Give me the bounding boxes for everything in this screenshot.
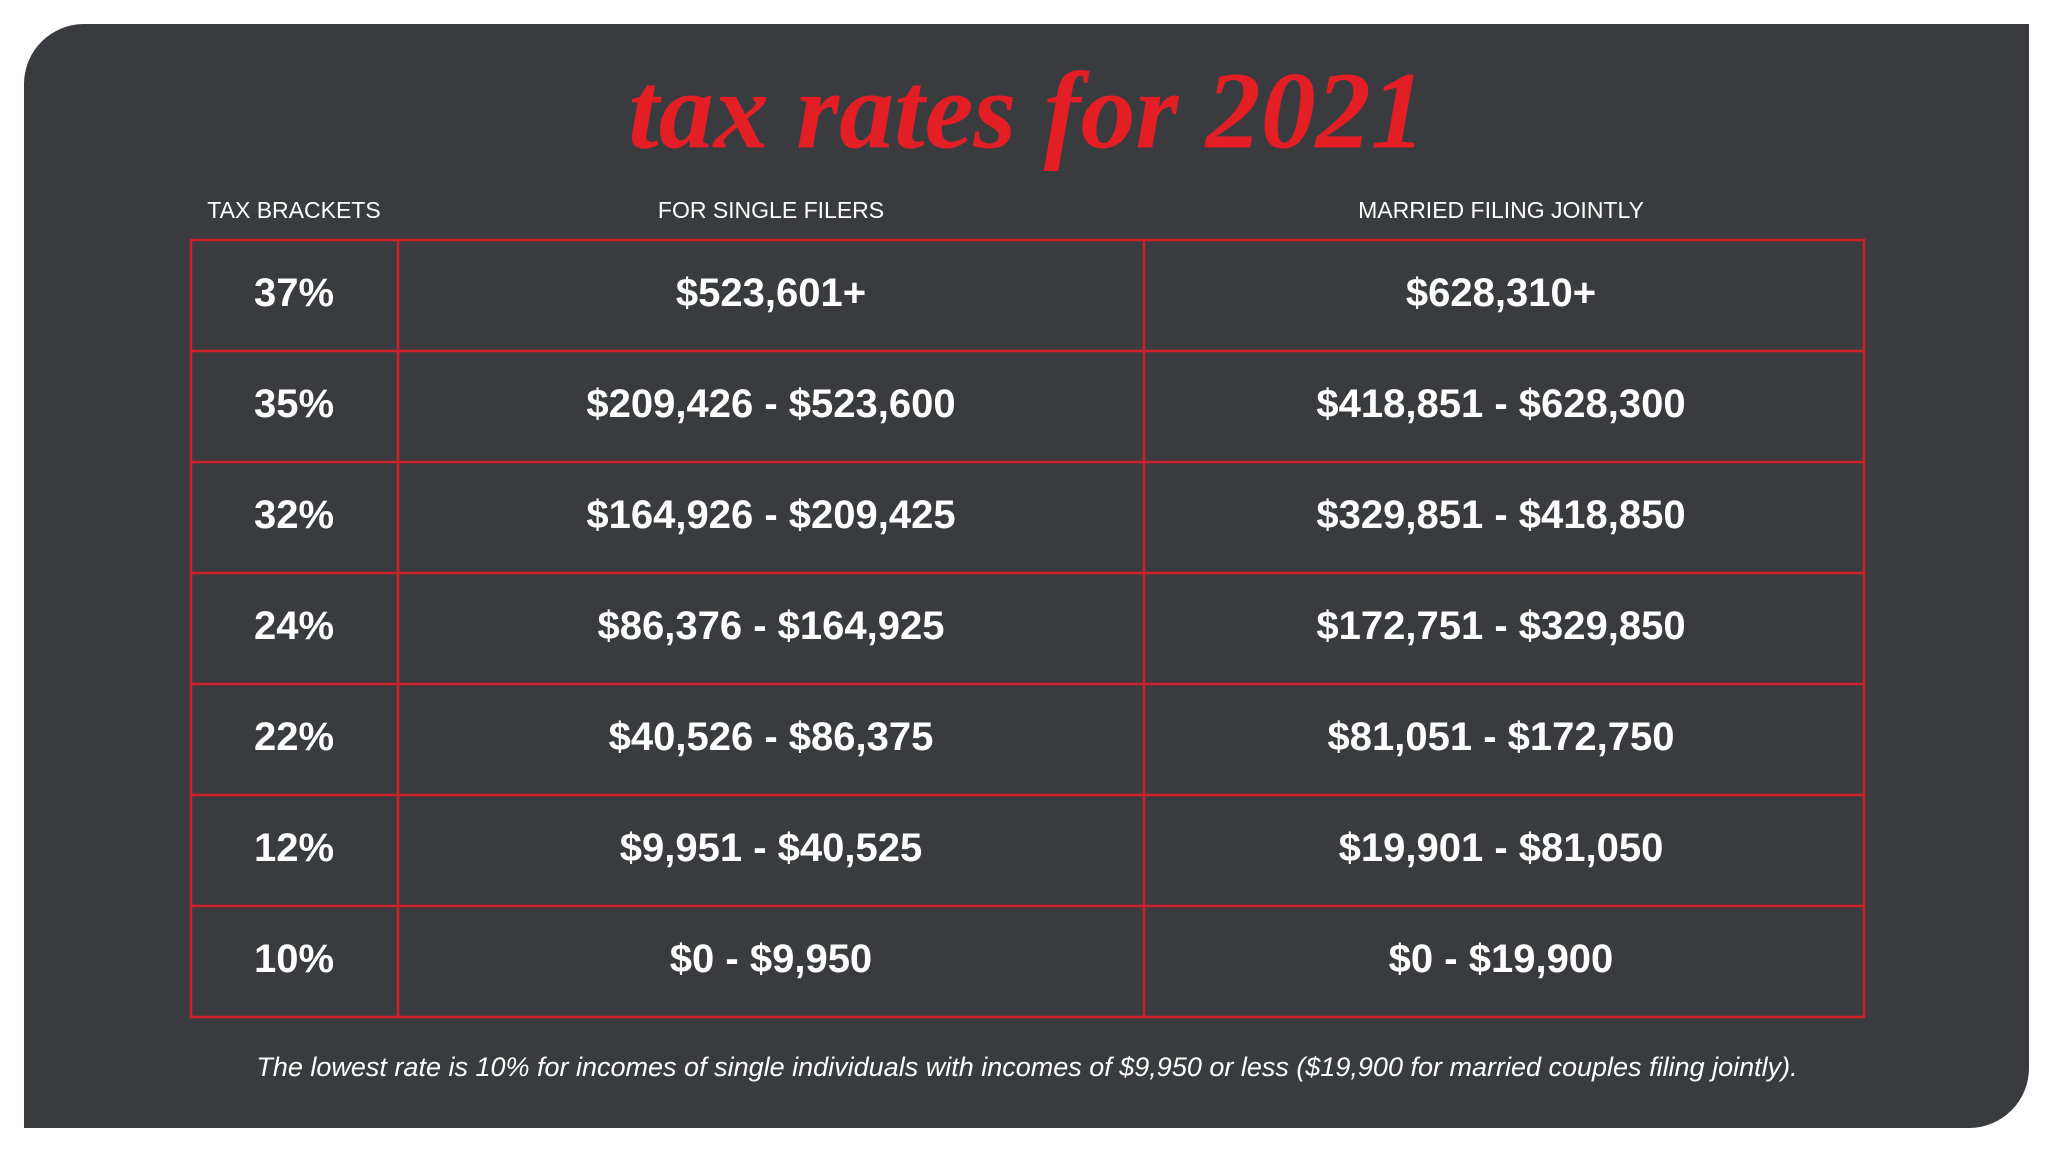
- cell: $628,310+: [1406, 271, 1596, 315]
- cell: 22%: [254, 715, 334, 759]
- cell: $19,901 - $81,050: [1339, 826, 1664, 870]
- cell: $81,051 - $172,750: [1328, 715, 1675, 759]
- column-header: FOR SINGLE FILERS: [658, 197, 884, 223]
- cell: $164,926 - $209,425: [586, 493, 955, 537]
- cell: $0 - $19,900: [1389, 937, 1614, 981]
- cell: $9,951 - $40,525: [620, 826, 922, 870]
- cell: 24%: [254, 604, 334, 648]
- cell: 12%: [254, 826, 334, 870]
- cell: 10%: [254, 937, 334, 981]
- cell: $86,376 - $164,925: [598, 604, 945, 648]
- title: tax rates for 2021: [628, 49, 1426, 171]
- cell: 37%: [254, 271, 334, 315]
- cell: $172,751 - $329,850: [1316, 604, 1685, 648]
- column-header: TAX BRACKETS: [207, 197, 380, 223]
- cell: 35%: [254, 382, 334, 426]
- panel: [24, 24, 2029, 1128]
- cell: $0 - $9,950: [670, 937, 872, 981]
- cell: 32%: [254, 493, 334, 537]
- cell: $329,851 - $418,850: [1316, 493, 1685, 537]
- column-header: MARRIED FILING JOINTLY: [1358, 197, 1644, 223]
- cell: $418,851 - $628,300: [1316, 382, 1685, 426]
- cell: $40,526 - $86,375: [609, 715, 934, 759]
- cell: $209,426 - $523,600: [586, 382, 955, 426]
- footnote: The lowest rate is 10% for incomes of si…: [256, 1052, 1797, 1082]
- cell: $523,601+: [676, 271, 866, 315]
- table-border: [189, 238, 1866, 1019]
